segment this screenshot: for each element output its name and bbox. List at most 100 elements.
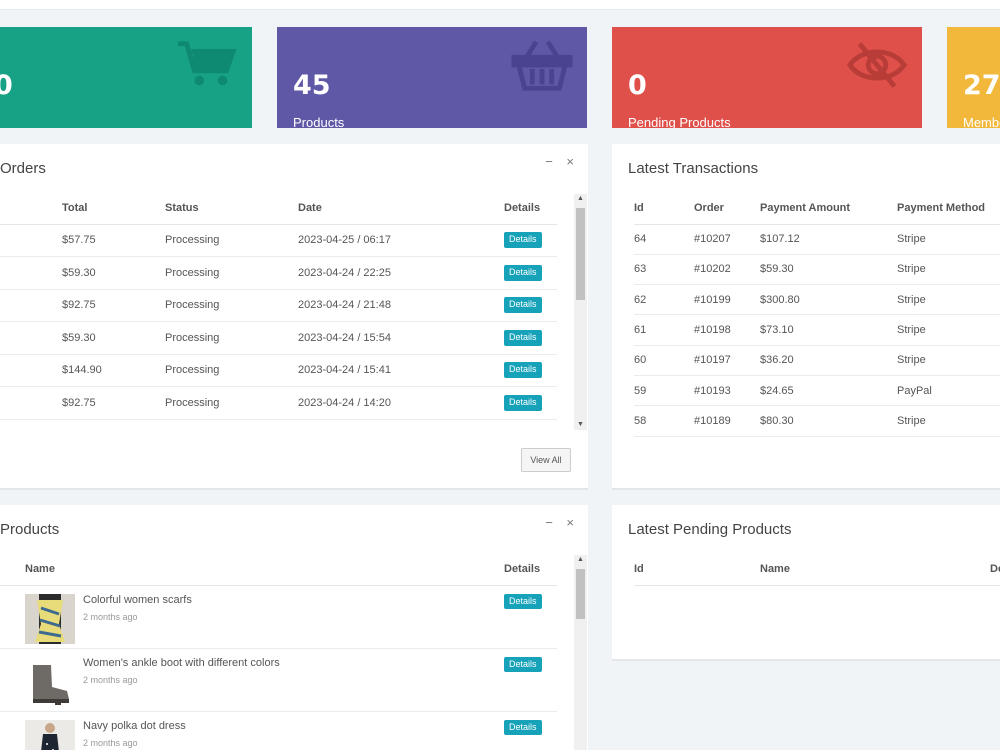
product-name[interactable]: Colorful women scarfs (83, 594, 192, 606)
products-col-name[interactable]: Name (25, 553, 504, 585)
pending-col-name[interactable]: Name (760, 553, 990, 585)
stat-pending-products[interactable]: 0 Pending Products (612, 27, 922, 128)
table-row: $59.30 Processing 2023-04-24 / 15:54 Detail… (0, 322, 557, 355)
minimize-icon[interactable]: − (545, 515, 553, 530)
pending-col-id[interactable]: Id (634, 553, 760, 585)
products-scrollbar[interactable]: ▲ (574, 555, 587, 750)
orders-col-total[interactable]: Total (62, 192, 165, 224)
orders-col-status[interactable]: Status (165, 192, 298, 224)
trans-order[interactable]: #10202 (694, 254, 760, 284)
trans-order[interactable]: #10193 (694, 375, 760, 405)
order-status: Processing (165, 354, 298, 387)
trans-col-order[interactable]: Order (694, 192, 760, 224)
scroll-up-icon[interactable]: ▲ (574, 194, 587, 204)
order-total: $57.75 (62, 224, 165, 257)
orders-col-date[interactable]: Date (298, 192, 504, 224)
details-button[interactable]: Details (504, 657, 542, 673)
product-cell: Women's ankle boot with different colors… (25, 648, 504, 711)
trans-col-id[interactable]: Id (634, 192, 694, 224)
trans-method: PayPal (897, 375, 1000, 405)
table-row: 64 #10207 $107.12 Stripe (634, 224, 1000, 254)
trans-order[interactable]: #10198 (694, 315, 760, 345)
products-panel: Products − × Name Details Colorful women… (0, 505, 588, 750)
product-thumbnail[interactable] (25, 594, 75, 644)
trans-method: Stripe (897, 224, 1000, 254)
order-total: $92.75 (62, 387, 165, 420)
table-row: Women's ankle boot with different colors… (0, 648, 557, 711)
trans-order[interactable]: #10199 (694, 285, 760, 315)
stat-products[interactable]: 45 Products (277, 27, 587, 128)
orders-panel: Orders − × Total Status Date Details $57… (0, 144, 588, 490)
trans-method: Stripe (897, 406, 1000, 436)
order-cell-blank (0, 224, 62, 257)
details-button[interactable]: Details (504, 720, 542, 736)
orders-scroll-thumb[interactable] (576, 208, 585, 300)
order-details-cell: Details (504, 224, 557, 257)
trans-amount: $300.80 (760, 285, 897, 315)
order-details-cell: Details (504, 354, 557, 387)
product-details-cell: Details (504, 648, 557, 711)
order-date: 2023-04-24 / 22:25 (298, 257, 504, 290)
table-row: $57.75 Processing 2023-04-25 / 06:17 Detail… (0, 224, 557, 257)
trans-id: 64 (634, 224, 694, 254)
details-button[interactable]: Details (504, 297, 542, 313)
trans-col-amount[interactable]: Payment Amount (760, 192, 897, 224)
details-button[interactable]: Details (504, 594, 542, 610)
trans-order[interactable]: #10189 (694, 406, 760, 436)
stat-pending-label: Pending Products (628, 115, 731, 128)
product-name[interactable]: Women's ankle boot with different colors (83, 657, 280, 669)
order-cell-blank (0, 322, 62, 355)
order-status: Processing (165, 257, 298, 290)
orders-panel-title: Orders (0, 160, 46, 177)
close-icon[interactable]: × (566, 154, 574, 169)
order-status: Processing (165, 322, 298, 355)
orders-col-blank (0, 192, 62, 224)
trans-method: Stripe (897, 285, 1000, 315)
order-total: $144.90 (62, 354, 165, 387)
orders-scrollbar[interactable]: ▲ ▼ (574, 194, 587, 430)
minimize-icon[interactable]: − (545, 154, 553, 169)
details-button[interactable]: Details (504, 362, 542, 378)
orders-panel-tools: − × (535, 154, 574, 169)
product-thumbnail[interactable] (25, 720, 75, 750)
order-date: 2023-04-24 / 15:41 (298, 354, 504, 387)
products-col-blank (0, 553, 25, 585)
product-info: Navy polka dot dress 2 months ago (83, 720, 186, 748)
stat-members-value: 275 (963, 72, 1000, 99)
trans-amount: $80.30 (760, 406, 897, 436)
trans-id: 62 (634, 285, 694, 315)
trans-order[interactable]: #10197 (694, 345, 760, 375)
details-button[interactable]: Details (504, 232, 542, 248)
stat-members[interactable]: 275 Members (947, 27, 1000, 128)
order-total: $59.30 (62, 257, 165, 290)
products-scroll-thumb[interactable] (576, 569, 585, 619)
product-time: 2 months ago (83, 612, 192, 622)
product-thumbnail[interactable] (25, 657, 75, 707)
order-date: 2023-04-25 / 06:17 (298, 224, 504, 257)
orders-col-details[interactable]: Details (504, 192, 557, 224)
scroll-down-icon[interactable]: ▼ (574, 420, 587, 430)
pending-products-table: Id Name De (634, 553, 1000, 586)
pending-col-details[interactable]: De (990, 553, 1000, 585)
products-col-details[interactable]: Details (504, 553, 557, 585)
cart-icon (176, 39, 238, 91)
view-all-button[interactable]: View All (521, 448, 571, 472)
trans-order[interactable]: #10207 (694, 224, 760, 254)
product-info: Women's ankle boot with different colors… (83, 657, 280, 685)
order-cell-blank (0, 289, 62, 322)
order-cell-blank (0, 354, 62, 387)
stat-orders[interactable]: 0 (0, 27, 252, 128)
table-row: $59.30 Processing 2023-04-24 / 22:25 Detail… (0, 257, 557, 290)
details-button[interactable]: Details (504, 330, 542, 346)
trans-col-method[interactable]: Payment Method (897, 192, 1000, 224)
close-icon[interactable]: × (566, 515, 574, 530)
trans-method: Stripe (897, 315, 1000, 345)
product-details-cell: Details (504, 585, 557, 648)
order-details-cell: Details (504, 289, 557, 322)
details-button[interactable]: Details (504, 395, 542, 411)
product-cell-blank (0, 711, 25, 750)
details-button[interactable]: Details (504, 265, 542, 281)
table-row: Navy polka dot dress 2 months ago Details (0, 711, 557, 750)
product-name[interactable]: Navy polka dot dress (83, 720, 186, 732)
scroll-up-icon[interactable]: ▲ (574, 555, 587, 565)
